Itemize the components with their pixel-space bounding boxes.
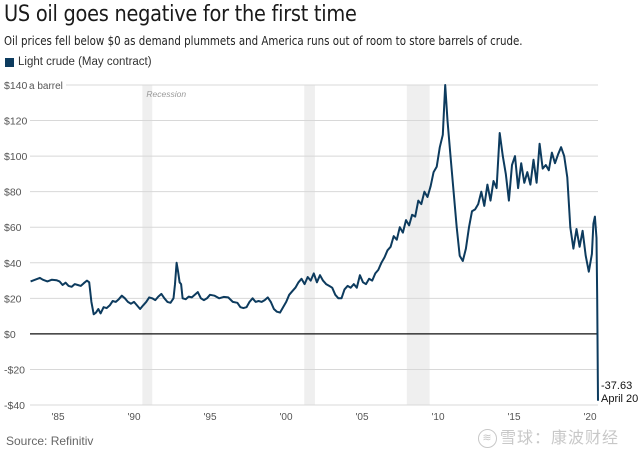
recession-band — [142, 85, 153, 405]
chart-subtitle: Oil prices fell below $0 as demand plumm… — [4, 33, 523, 48]
annotation-value: -37.63 — [601, 380, 632, 392]
y-tick-label: $140 — [4, 80, 28, 92]
y-tick-label: -$20 — [4, 364, 25, 376]
y-tick-label: $0 — [4, 329, 16, 341]
y-tick-label: $20 — [4, 293, 22, 305]
y-tick-label: $60 — [4, 222, 22, 234]
y-tick-label: $100 — [4, 151, 28, 163]
source-note: Source: Refinitiv — [6, 434, 94, 448]
y-unit-label: a barrel — [29, 81, 63, 92]
snowball-logo-icon: ≋ — [478, 429, 497, 449]
x-tick-label: '20 — [583, 412, 596, 423]
y-tick-label: $120 — [4, 116, 28, 128]
x-axis-labels: '85 '90 '95 '00 '05 '10 '15 '20 — [51, 412, 596, 423]
x-tick-label: '10 — [431, 412, 444, 423]
recession-band — [304, 85, 315, 405]
chart-title: US oil goes negative for the first time — [4, 2, 357, 27]
watermark: ≋ 雪球：康波财经 — [478, 424, 620, 449]
y-tick-label: $40 — [4, 258, 22, 270]
legend: Light crude (May contract) — [5, 56, 152, 68]
annotation-date: April 20 — [601, 393, 638, 405]
x-tick-label: '90 — [127, 412, 140, 423]
y-tick-label: -$40 — [4, 400, 25, 412]
y-axis-labels: $140 $120 $100 $80 $60 $40 $20 $0 -$20 -$40 — [4, 80, 28, 412]
recession-bands — [142, 85, 430, 405]
legend-swatch — [5, 57, 14, 67]
series-line-light-crude — [30, 84, 599, 401]
x-tick-label: '15 — [507, 412, 520, 423]
recession-band — [406, 85, 430, 405]
x-tick-label: '85 — [51, 412, 64, 423]
x-tick-label: '00 — [279, 412, 292, 423]
watermark-text: 雪球：康波财经 — [500, 430, 620, 447]
y-tick-label: $80 — [4, 187, 22, 199]
x-tick-label: '05 — [355, 412, 368, 423]
recession-label: Recession — [146, 89, 186, 99]
legend-label: Light crude (May contract) — [18, 56, 152, 68]
x-tick-label: '95 — [203, 412, 216, 423]
